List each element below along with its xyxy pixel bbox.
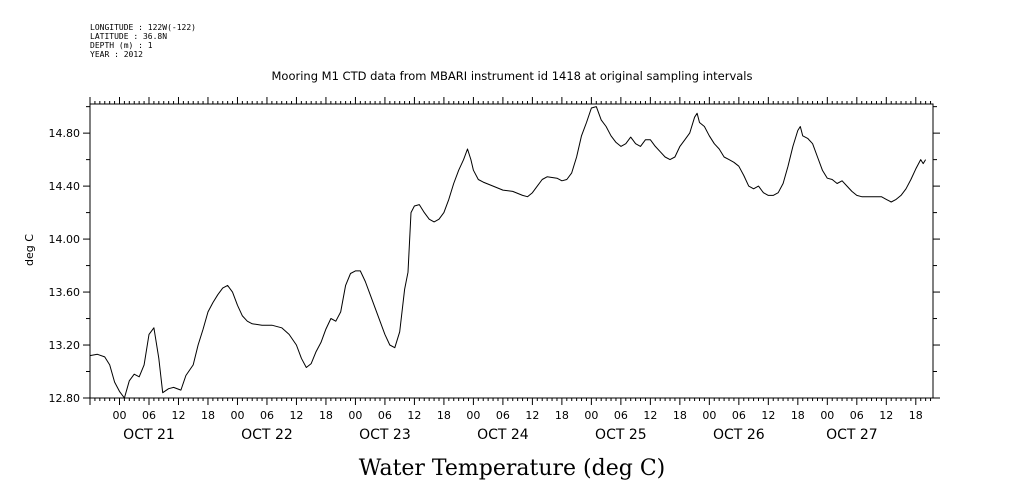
x-tick-label: 12 (171, 409, 185, 422)
x-tick-label: 06 (260, 409, 274, 422)
x-tick-label: 18 (437, 409, 451, 422)
longitude-label: LONGITUDE : 122W(-122) (90, 23, 196, 32)
day-label: OCT 26 (713, 427, 765, 443)
year-label: YEAR : 2012 (90, 50, 143, 59)
x-tick-label: 06 (850, 409, 864, 422)
chart-title: Mooring M1 CTD data from MBARI instrumen… (272, 69, 753, 83)
x-tick-label: 00 (702, 409, 716, 422)
plot-frame (89, 103, 934, 399)
latitude-label: LATITUDE : 36.8N (90, 32, 167, 41)
x-tick-label: 12 (761, 409, 775, 422)
day-label: OCT 27 (826, 427, 878, 443)
x-tick-label: 00 (820, 409, 834, 422)
y-tick-labels: 12.80 13.20 13.60 14.00 14.40 14.80 (49, 127, 81, 405)
y-tick-label: 14.40 (49, 180, 81, 193)
x-tick-label: 00 (466, 409, 480, 422)
x-tick-label: 00 (584, 409, 598, 422)
y-tick-label: 12.80 (49, 392, 81, 405)
x-tick-label: 12 (525, 409, 539, 422)
x-tick-label: 18 (555, 409, 569, 422)
data-series (89, 106, 927, 399)
y-tick-label: 14.80 (49, 127, 81, 140)
depth-label: DEPTH (m) : 1 (90, 41, 153, 50)
x-axis-label: Water Temperature (deg C) (359, 456, 666, 481)
day-label: OCT 23 (359, 427, 411, 443)
x-tick-label: 18 (909, 409, 923, 422)
day-label: OCT 24 (477, 427, 529, 443)
x-tick-label: 06 (614, 409, 628, 422)
x-tick-label: 12 (643, 409, 657, 422)
x-tick-label: 06 (732, 409, 746, 422)
temperature-line (89, 106, 927, 399)
x-tick-label: 12 (289, 409, 303, 422)
x-tick-label: 18 (791, 409, 805, 422)
x-tick-label: 06 (142, 409, 156, 422)
y-tick-label: 13.20 (49, 339, 81, 352)
x-tick-label: 12 (879, 409, 893, 422)
y-tick-label: 14.00 (49, 233, 81, 246)
x-tick-label: 00 (230, 409, 244, 422)
x-tick-label: 00 (348, 409, 362, 422)
x-tick-label: 18 (319, 409, 333, 422)
day-label: OCT 22 (241, 427, 293, 443)
x-tick-label: 06 (496, 409, 510, 422)
x-tick-labels: 00 06 12 18 00 06 12 18 00 06 12 18 00 06 12 18 00 06 12 18… (112, 409, 922, 422)
x-tick-label: 12 (407, 409, 421, 422)
y-tick-label: 13.60 (49, 286, 81, 299)
x-tick-label: 00 (112, 409, 126, 422)
x-tick-label: 18 (673, 409, 687, 422)
x-tick-label: 18 (201, 409, 215, 422)
day-label: OCT 21 (123, 427, 175, 443)
day-labels: OCT 21 OCT 22 OCT 23 OCT 24 OCT 25 OCT 26 OCT … (123, 427, 878, 443)
x-tick-label: 06 (378, 409, 392, 422)
y-axis-label: deg C (23, 234, 36, 266)
day-label: OCT 25 (595, 427, 647, 443)
tick-marks (83, 97, 940, 405)
